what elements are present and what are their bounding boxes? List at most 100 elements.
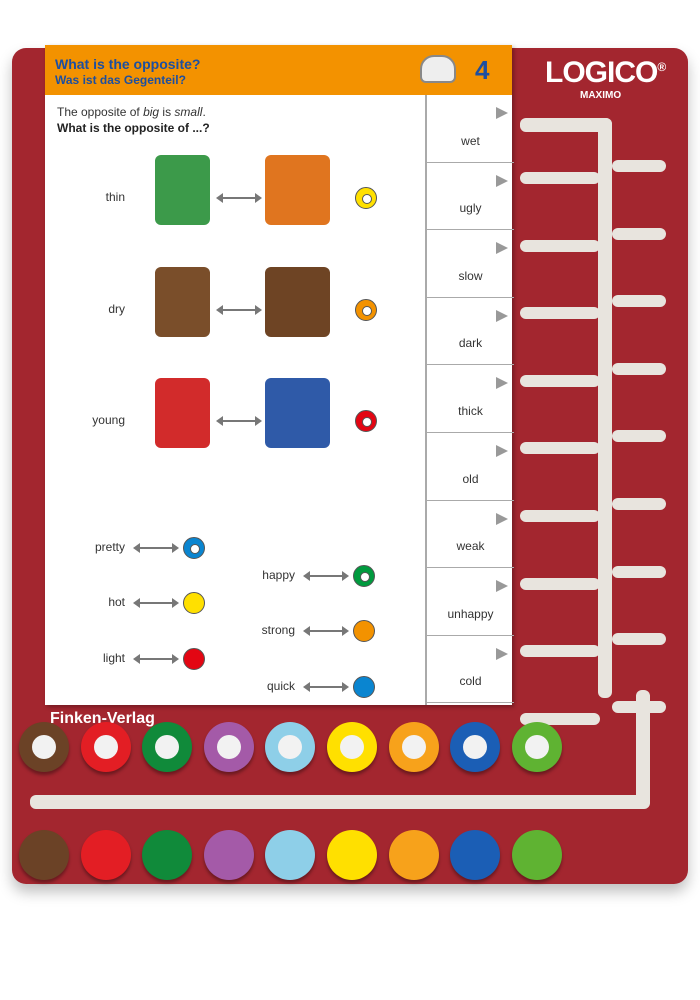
- picture-right: [265, 155, 330, 225]
- color-peg-top[interactable]: [203, 722, 254, 772]
- burger-icon: [420, 55, 456, 83]
- answer-label: slow: [458, 268, 483, 283]
- picture-left: [155, 155, 210, 225]
- color-peg-bottom[interactable]: [265, 830, 316, 880]
- question-text: What is the opposite of ...?: [57, 121, 210, 135]
- color-peg-bottom[interactable]: [511, 830, 562, 880]
- color-peg-top[interactable]: [142, 722, 193, 772]
- picture-left: [155, 378, 210, 448]
- channel-branch: [612, 565, 666, 578]
- double-arrow-icon: [216, 416, 262, 426]
- double-arrow-icon: [303, 682, 349, 692]
- channel-branch: [520, 442, 600, 455]
- exercise-card: What is the opposite? Was ist das Gegent…: [45, 45, 514, 705]
- color-peg-top[interactable]: [388, 722, 439, 772]
- channel-branch: [520, 712, 600, 725]
- double-arrow-icon: [303, 626, 349, 636]
- color-peg-bottom[interactable]: [142, 830, 193, 880]
- answer-row: cold: [427, 636, 514, 704]
- color-peg-top[interactable]: [450, 722, 501, 772]
- color-peg-top[interactable]: [327, 722, 377, 772]
- card-number: 4: [475, 55, 490, 85]
- word-label: quick: [266, 679, 295, 693]
- color-peg-bottom[interactable]: [203, 830, 254, 880]
- color-marker: [355, 187, 377, 209]
- channel-branch: [612, 160, 666, 172]
- answer-row: thick: [427, 365, 514, 433]
- word-label: happy: [262, 568, 295, 582]
- channel-branch: [612, 633, 666, 646]
- picture-right: [265, 378, 330, 448]
- pointer-arrow-icon: [496, 107, 508, 119]
- pointer-arrow-icon: [496, 512, 508, 525]
- channel-branch: [520, 374, 600, 387]
- answer-row: unhappy: [427, 568, 514, 636]
- answer-row: old: [427, 433, 514, 501]
- card-header: What is the opposite? Was ist das Gegent…: [45, 45, 512, 95]
- answer-label: ugly: [459, 201, 482, 216]
- answer-row: slow: [427, 230, 514, 298]
- word-label: light: [102, 651, 125, 665]
- publisher-label: Finken-Verlag: [50, 710, 155, 727]
- channel-branch: [520, 645, 600, 658]
- double-arrow-icon: [216, 305, 262, 315]
- answer-label: cold: [459, 674, 482, 689]
- pointer-arrow-icon: [496, 174, 508, 187]
- color-marker: [353, 565, 375, 587]
- color-peg-top[interactable]: [511, 722, 562, 772]
- channel-branch: [612, 498, 666, 510]
- pointer-arrow-icon: [496, 242, 508, 255]
- title-en: What is the opposite?: [55, 56, 201, 72]
- answer-label: wet: [461, 133, 480, 148]
- pointer-arrow-icon: [496, 309, 508, 322]
- channel-branch: [612, 430, 666, 443]
- double-arrow-icon: [133, 598, 179, 608]
- color-marker: [183, 648, 205, 670]
- color-peg-bottom[interactable]: [327, 830, 377, 880]
- intro-text: The opposite of big is small.: [57, 105, 206, 119]
- vertical-channel: [598, 118, 612, 698]
- top-channel: [520, 118, 612, 132]
- channel-branch: [520, 239, 600, 252]
- picture-left: [155, 267, 210, 337]
- color-peg-bottom[interactable]: [19, 830, 69, 880]
- pointer-arrow-icon: [496, 445, 508, 457]
- answer-row: wet: [427, 95, 514, 163]
- color-peg-top[interactable]: [265, 722, 316, 772]
- corner-channel: [636, 690, 650, 808]
- color-marker: [353, 676, 375, 698]
- color-peg-top[interactable]: [19, 722, 69, 772]
- picture-right: [265, 267, 330, 337]
- word-label: thin: [105, 190, 125, 204]
- color-marker: [355, 299, 377, 321]
- word-label: dry: [108, 302, 125, 316]
- channel-branch: [612, 295, 666, 308]
- color-marker: [183, 537, 205, 559]
- color-peg-bottom[interactable]: [388, 830, 439, 880]
- double-arrow-icon: [133, 543, 179, 553]
- answer-label: old: [462, 471, 479, 486]
- channel-branch: [520, 577, 600, 590]
- answer-row: dark: [427, 298, 514, 366]
- color-peg-top[interactable]: [80, 722, 131, 772]
- answer-row: ugly: [427, 163, 514, 231]
- color-peg-bottom[interactable]: [80, 830, 131, 880]
- answer-column: wet ugly slow dark thick old weak unhappy cold: [425, 95, 514, 705]
- bottom-channel: [30, 795, 650, 809]
- color-marker: [183, 592, 205, 614]
- color-peg-bottom[interactable]: [450, 830, 501, 880]
- pointer-arrow-icon: [496, 580, 508, 593]
- double-arrow-icon: [303, 571, 349, 581]
- channel-branch: [520, 172, 600, 184]
- channel-branch: [520, 307, 600, 320]
- answer-label: dark: [458, 336, 483, 351]
- word-label: strong: [261, 623, 295, 637]
- word-label: hot: [108, 595, 125, 609]
- word-label: young: [92, 413, 125, 427]
- answer-label: weak: [456, 539, 485, 554]
- double-arrow-icon: [133, 654, 179, 664]
- product-name: MAXIMO: [580, 90, 622, 101]
- pointer-arrow-icon: [496, 647, 508, 660]
- title-de: Was ist das Gegenteil?: [55, 73, 186, 87]
- channel-branch: [612, 362, 666, 375]
